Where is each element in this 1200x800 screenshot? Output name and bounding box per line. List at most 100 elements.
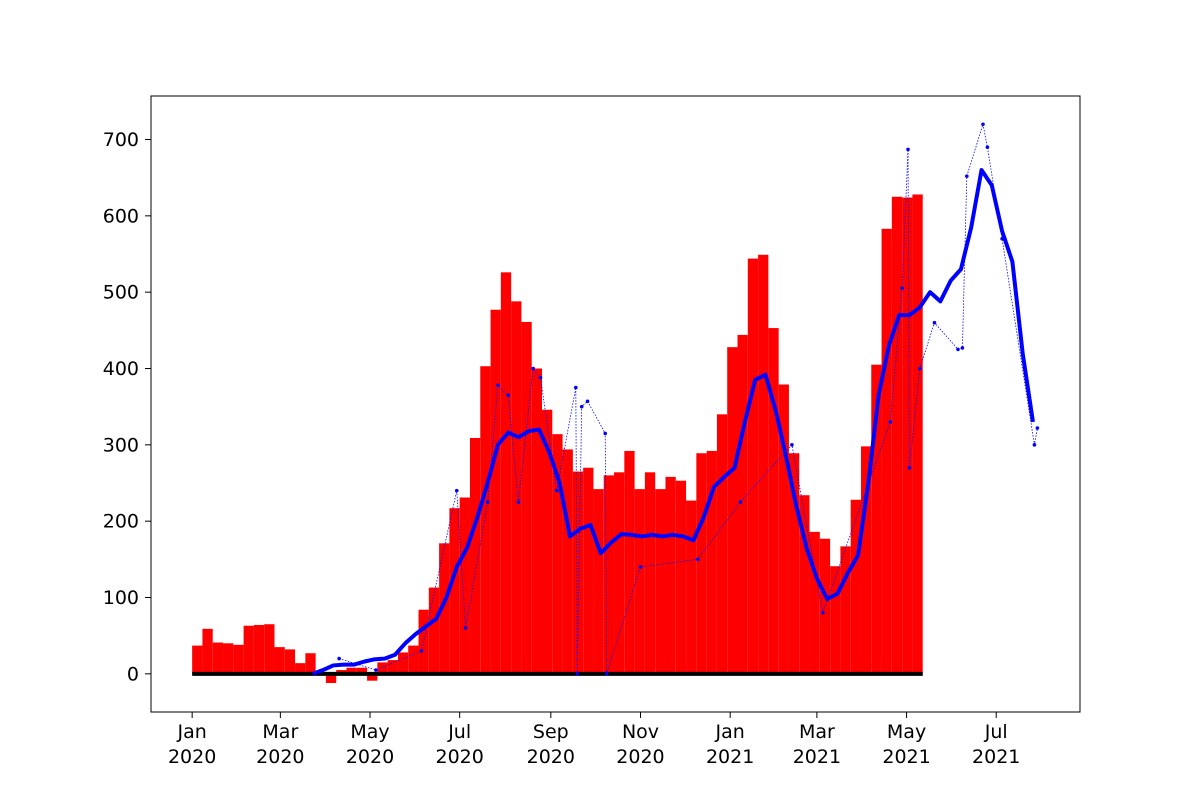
bar — [747, 258, 759, 674]
bar — [542, 409, 553, 674]
daily-point — [496, 383, 500, 388]
daily-point — [585, 399, 590, 404]
plot-frame — [150, 95, 1081, 713]
smoothed-line — [311, 168, 1035, 676]
bar — [397, 652, 409, 674]
bar — [325, 673, 337, 683]
bar — [387, 660, 398, 674]
bar — [552, 434, 563, 674]
bar — [758, 254, 769, 674]
bar — [881, 228, 892, 674]
daily-point — [554, 488, 559, 493]
bar — [243, 625, 254, 674]
daily-point — [696, 557, 700, 562]
bar — [799, 495, 810, 674]
bar — [480, 366, 491, 674]
bar — [583, 467, 594, 674]
bar — [860, 446, 872, 674]
y-tick-label: 300 — [103, 434, 139, 456]
bar — [367, 673, 378, 681]
bar — [521, 321, 532, 674]
daily-point — [790, 443, 794, 447]
bar — [192, 645, 203, 674]
bar — [706, 450, 717, 674]
bar — [830, 566, 841, 674]
bar — [439, 543, 450, 674]
x-tick-label: Jul 2021 — [972, 721, 1021, 768]
daily-point — [454, 488, 459, 493]
daily-point — [960, 346, 965, 350]
bar — [871, 364, 882, 674]
bar — [809, 531, 820, 674]
bar — [377, 662, 388, 674]
bar — [768, 328, 779, 674]
bar — [686, 500, 697, 674]
bar — [511, 301, 522, 674]
bar — [531, 368, 543, 674]
x-tick-label: Jan 2020 — [167, 721, 217, 768]
daily-point — [374, 668, 378, 672]
y-tick-label: 500 — [103, 282, 139, 304]
bar — [675, 480, 687, 674]
bar — [788, 453, 800, 674]
bar — [665, 476, 676, 674]
y-tick-label: 400 — [103, 358, 139, 380]
bar — [346, 667, 357, 674]
bar — [212, 642, 224, 674]
x-tick-label: May 2020 — [345, 721, 395, 768]
bar — [778, 384, 789, 674]
bar — [593, 489, 604, 674]
daily-point — [419, 649, 424, 653]
bar — [233, 644, 244, 674]
x-tick-label: Jul 2020 — [435, 721, 484, 768]
daily-point — [604, 672, 609, 676]
daily-point — [888, 420, 893, 424]
bar — [284, 649, 296, 674]
bar — [459, 497, 470, 674]
daily-point — [463, 626, 468, 630]
daily-point — [956, 347, 960, 352]
bar — [223, 643, 234, 674]
bar — [449, 508, 460, 674]
y-tick-label: 200 — [103, 511, 139, 533]
bar — [840, 546, 851, 674]
daily-point — [603, 431, 608, 436]
daily-point — [506, 393, 510, 398]
x-tick-label: Jan 2021 — [705, 721, 755, 768]
daily-point — [538, 375, 543, 380]
daily-point — [985, 145, 990, 149]
daily-point — [906, 147, 910, 152]
bar — [428, 587, 440, 674]
daily-point — [337, 656, 341, 661]
bar — [253, 624, 265, 674]
bar — [305, 653, 316, 674]
y-tick-label: 600 — [103, 205, 139, 227]
daily-point — [932, 320, 937, 325]
daily-point — [531, 366, 535, 371]
daily-point — [738, 500, 743, 504]
bar — [274, 647, 285, 674]
x-tick-label: Mar 2020 — [256, 721, 305, 768]
bar — [202, 628, 213, 674]
daily-point — [574, 385, 578, 390]
x-tick-label: Nov 2020 — [616, 721, 665, 768]
y-tick-label: 100 — [103, 587, 139, 609]
daily-point — [900, 286, 904, 291]
bar — [819, 538, 831, 674]
daily-point — [575, 672, 580, 676]
bar — [614, 472, 625, 674]
daily-point — [516, 500, 521, 504]
x-tick-label: Mar 2021 — [792, 721, 842, 768]
bar — [716, 414, 728, 674]
daily-point — [907, 465, 912, 470]
bar — [737, 334, 748, 674]
y-tick-label: 0 — [127, 663, 139, 685]
daily-point — [579, 404, 584, 409]
daily-point — [917, 366, 922, 371]
x-tick-label: May 2021 — [882, 721, 931, 768]
bar — [500, 272, 512, 674]
bar — [696, 453, 707, 674]
bar — [850, 499, 861, 674]
bar — [912, 194, 923, 674]
